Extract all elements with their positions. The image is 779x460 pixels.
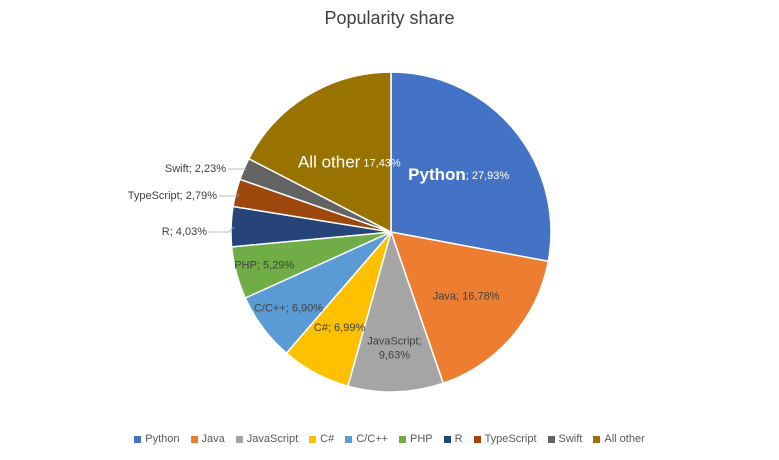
data-label-c-c: C/C++; 6,90% (254, 303, 323, 315)
pie-slice-python (390, 71, 552, 263)
legend-swatch-r (443, 435, 451, 443)
legend-swatch-java (190, 435, 198, 443)
legend-label-r: R (454, 433, 463, 445)
data-label-typescript: TypeScript; 2,79% (128, 190, 217, 202)
data-label-r: R; 4,03% (162, 226, 207, 238)
legend-item-php: PHP (398, 433, 433, 445)
legend-label-all-other: All other (604, 433, 645, 445)
data-label-c: C#; 6,99% (314, 322, 366, 334)
legend-item-c-c: C/C++ (345, 433, 388, 445)
legend-item-swift: Swift (547, 433, 583, 445)
data-label-swift: Swift; 2,23% (165, 163, 226, 175)
legend: Python Java JavaScript C# C/C++ PHP R TypeScrip… (0, 433, 779, 445)
chart-title: Popularity share (324, 8, 455, 28)
leader-line-r (209, 226, 235, 233)
legend-item-all-other: All other (593, 433, 645, 445)
legend-label-swift: Swift (558, 433, 583, 445)
data-label-all-other: All other 17,43% (298, 153, 401, 172)
legend-item-java: Java (190, 433, 225, 445)
legend-swatch-c-c (345, 435, 353, 443)
legend-swatch-c (309, 435, 317, 443)
legend-swatch-php (398, 435, 406, 443)
legend-item-python: Python (134, 433, 180, 445)
legend-swatch-typescript (473, 435, 481, 443)
legend-label-c: C# (320, 433, 335, 445)
legend-item-javascript: JavaScript (235, 433, 299, 445)
pie-slice-javascript (346, 229, 445, 393)
legend-label-javascript: JavaScript (246, 433, 299, 445)
legend-item-c: C# (309, 433, 334, 445)
legend-swatch-swift (547, 435, 555, 443)
leader-line-swift (228, 168, 248, 171)
legend-swatch-all-other (593, 435, 601, 443)
legend-swatch-javascript (235, 435, 243, 443)
legend-label-c-c: C/C++ (356, 433, 388, 445)
legend-label-typescript: TypeScript (484, 433, 537, 445)
legend-label-php: PHP (409, 433, 433, 445)
legend-label-java: Java (201, 433, 225, 445)
leader-line-typescript (219, 193, 240, 197)
legend-label-python: Python (145, 433, 180, 445)
legend-swatch-python (134, 435, 142, 443)
legend-item-r: R (443, 433, 463, 445)
data-label-php: PHP; 5,29% (234, 260, 294, 272)
data-label-java: Java; 16,78% (433, 291, 500, 303)
legend-item-typescript: TypeScript (473, 433, 537, 445)
data-label-javascript: JavaScript; 9,63% (367, 336, 421, 362)
data-label-python: Python; 27,93% (408, 165, 509, 184)
pie-slice-all-other (247, 71, 392, 234)
